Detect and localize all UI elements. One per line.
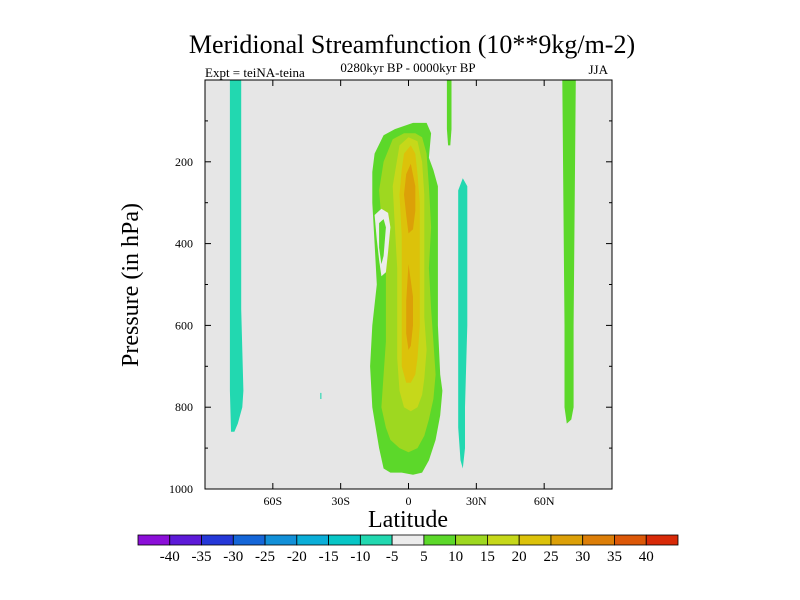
contour-region-nh-pos-thin: [446, 80, 452, 146]
contour-region-nh-polar-band: [562, 80, 576, 424]
colorbar-label: 35: [607, 549, 622, 565]
x-axis-label: Latitude: [368, 507, 448, 533]
colorbar-box: [201, 534, 234, 546]
y-tick-label: 400: [175, 237, 193, 251]
colorbar-box: [296, 534, 329, 546]
colorbar: -40 -35 -30 -25 -20 -15 -10 -5 5 10 15 20 25 30 35 40: [137, 534, 679, 565]
plot-area: 60S 30S 0 30N 60N 200 400 600 800 1000: [169, 79, 613, 508]
colorbar-label: -40: [160, 549, 180, 565]
colorbar-label: 5: [420, 549, 428, 565]
contour-region-eq-l25-upper: [404, 163, 416, 234]
colorbar-label: 15: [480, 549, 495, 565]
colorbar-label: -15: [319, 549, 339, 565]
colorbar-box: [645, 534, 679, 546]
colorbar-box: [423, 534, 457, 546]
contour-region-eq-l25-mid: [406, 264, 413, 350]
contour-region-sh-dot: [320, 392, 322, 399]
colorbar-label: -10: [350, 549, 370, 565]
colorbar-label: 30: [575, 549, 590, 565]
colorbar-box: [137, 534, 171, 546]
colorbar-box: [582, 534, 615, 546]
colorbar-label: -30: [223, 549, 243, 565]
season-label: JJA: [588, 62, 608, 77]
colorbar-box: [328, 534, 361, 546]
colorbar-label: -35: [192, 549, 212, 565]
colorbar-label: 10: [448, 549, 463, 565]
colorbar-label: -25: [255, 549, 275, 565]
colorbar-label: 25: [543, 549, 558, 565]
y-tick-label: 200: [175, 155, 193, 169]
contour-region-nh-neg-band: [458, 178, 468, 469]
colorbar-box: [455, 534, 488, 546]
colorbar-box: [550, 534, 584, 546]
x-tick-label: 60N: [534, 494, 555, 508]
colorbar-label: 20: [512, 549, 527, 565]
x-tick-label: 30N: [466, 494, 487, 508]
y-tick-label: 800: [175, 400, 193, 414]
colorbar-box: [359, 534, 393, 546]
colorbar-label: -5: [386, 549, 399, 565]
y-ticks: 200 400 600 800 1000: [169, 120, 612, 496]
contour-region-sh-polar-band: [229, 80, 244, 432]
period-label: 0280kyr BP - 0000kyr BP: [340, 60, 475, 75]
y-tick-label: 600: [175, 318, 193, 332]
contour-regions: [229, 80, 576, 475]
colorbar-box: [391, 534, 425, 546]
y-tick-label: 1000: [169, 482, 193, 496]
colorbar-box: [169, 534, 202, 546]
chart-title: Meridional Streamfunction (10**9kg/m-2): [189, 30, 635, 59]
x-tick-label: 30S: [331, 494, 350, 508]
y-axis-label: Pressure (in hPa): [118, 203, 144, 367]
colorbar-box: [614, 534, 647, 546]
colorbar-box: [264, 534, 298, 546]
colorbar-box: [518, 534, 552, 546]
colorbar-box: [232, 534, 266, 546]
colorbar-box: [487, 534, 520, 546]
x-ticks: 60S 30S 0 30N 60N: [263, 80, 555, 508]
experiment-label: Expt = teiNA-teina: [205, 65, 305, 80]
colorbar-label: 40: [639, 549, 654, 565]
x-tick-label: 60S: [263, 494, 282, 508]
contour-region-eq-hole-l10: [379, 219, 386, 265]
colorbar-label: -20: [287, 549, 307, 565]
x-tick-label: 0: [406, 494, 412, 508]
